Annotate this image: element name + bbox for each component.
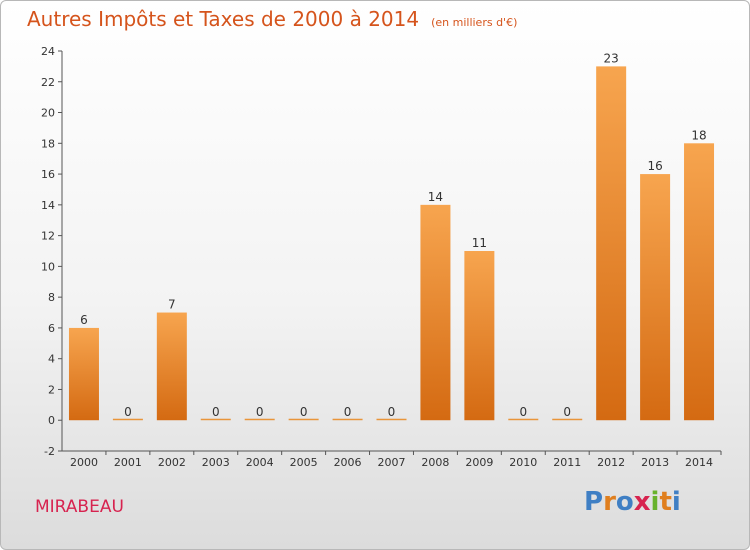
data-label: 0 [212,405,220,419]
bar[interactable] [332,418,363,421]
bar[interactable] [112,418,143,421]
y-tick-label: 10 [41,260,55,273]
data-label: 14 [428,190,443,204]
bar[interactable] [640,174,671,421]
y-tick-label: 18 [41,137,55,150]
y-tick-label: -2 [44,445,55,458]
bar[interactable] [508,418,539,421]
y-tick-label: 2 [48,383,55,396]
bar[interactable] [596,66,627,421]
y-tick-label: 16 [41,168,55,181]
bar[interactable] [68,327,99,421]
logo-letter: r [603,487,616,517]
x-tick-label: 2001 [114,456,142,469]
data-label: 0 [344,405,352,419]
x-tick-label: 2007 [378,456,406,469]
x-tick-label: 2008 [421,456,449,469]
y-tick-label: 12 [41,230,55,243]
data-label: 0 [300,405,308,419]
logo-letter: x [633,487,651,517]
bar[interactable] [244,418,275,421]
data-label: 0 [256,405,264,419]
bar[interactable] [200,418,231,421]
bar[interactable] [464,251,495,421]
x-tick-label: 2002 [158,456,186,469]
commune-name: MIRABEAU [35,497,124,517]
x-tick-label: 2005 [290,456,318,469]
chart-data-labels: 6 0 7 0 0 0 0 0 14 11 0 0 23 16 18 [80,51,707,419]
x-tick-label: 2006 [334,456,362,469]
data-label: 6 [80,313,88,327]
x-tick-label: 2013 [641,456,669,469]
y-tick-label: 8 [48,291,55,304]
data-label: 16 [647,159,662,173]
chart-title: Autres Impôts et Taxes de 2000 à 2014 [27,7,420,31]
y-tick-label: 14 [41,199,55,212]
x-tick-label: 2004 [246,456,274,469]
x-tick-label: 2011 [553,456,581,469]
x-tick-label: 2003 [202,456,230,469]
chart-bars [68,66,715,421]
logo-letter: i [671,487,681,517]
bar[interactable] [288,418,319,421]
y-tick-label: 4 [48,353,55,366]
data-label: 0 [388,405,396,419]
x-tick-label: 2014 [685,456,713,469]
y-tick-label: 0 [48,414,55,427]
x-tick-label: 2010 [509,456,537,469]
chart-unit: (en milliers d'€) [431,16,518,29]
y-tick-label: 22 [41,76,55,89]
logo-letter: i [650,487,660,517]
y-tick-label: 6 [48,322,55,335]
x-tick-label: 2012 [597,456,625,469]
data-label: 0 [563,405,571,419]
y-tick-label: 20 [41,107,55,120]
logo-letter: P [584,487,604,517]
bar[interactable] [420,204,451,421]
data-label: 0 [124,405,132,419]
logo-letter: t [659,487,672,517]
data-label: 11 [472,236,487,250]
proxiti-logo[interactable]: Proxiti [584,487,681,517]
data-label: 18 [691,128,706,142]
data-label: 7 [168,298,176,312]
y-tick-label: 24 [41,45,55,58]
data-label: 23 [604,51,619,65]
logo-letter: o [615,487,634,517]
bar[interactable] [684,143,715,421]
x-tick-label: 2009 [465,456,493,469]
chart-title-block: Autres Impôts et Taxes de 2000 à 2014 (e… [27,7,517,31]
bar[interactable] [156,312,187,421]
bar[interactable] [552,418,583,421]
data-label: 0 [519,405,527,419]
x-tick-label: 2000 [70,456,98,469]
bar[interactable] [376,418,407,421]
